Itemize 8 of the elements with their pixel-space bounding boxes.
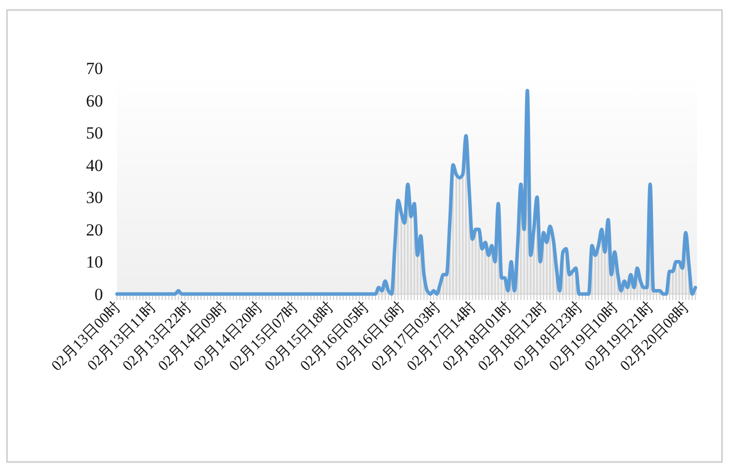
y-tick-label: 20 bbox=[86, 220, 103, 240]
y-tick-label: 70 bbox=[86, 59, 103, 78]
y-tick-label: 50 bbox=[86, 124, 103, 143]
y-tick-label: 40 bbox=[86, 156, 103, 175]
y-tick-label: 60 bbox=[86, 91, 103, 110]
y-tick-label: 0 bbox=[94, 285, 103, 304]
y-tick-label: 10 bbox=[86, 252, 103, 272]
y-tick-label: 30 bbox=[86, 188, 103, 208]
